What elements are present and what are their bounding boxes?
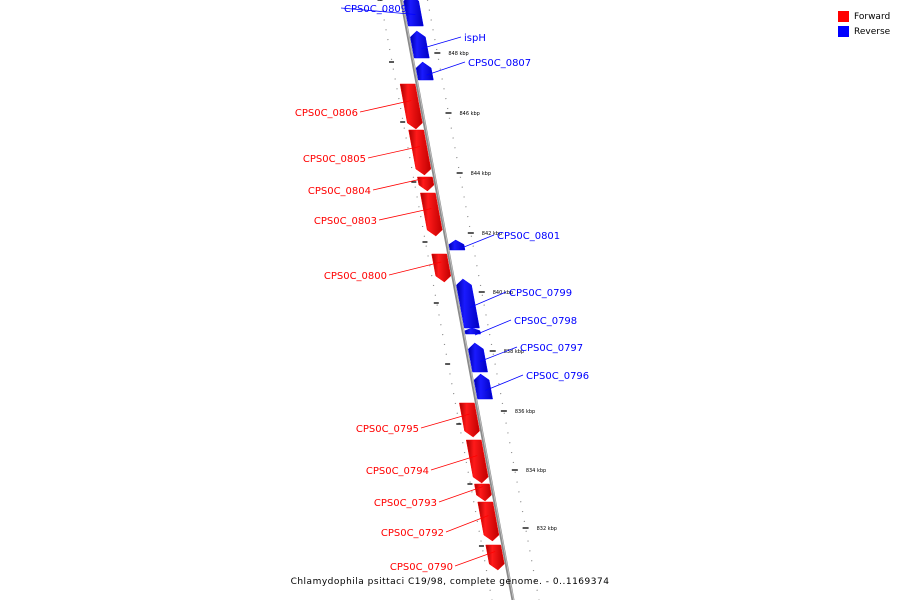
scale-tick-label: 836 kbp bbox=[515, 409, 535, 415]
gene-label-connector bbox=[420, 413, 470, 429]
genome-backbone bbox=[399, 0, 515, 600]
gene-label-connector bbox=[359, 100, 412, 113]
gene-label[interactable]: CPS0C_0800 bbox=[324, 271, 387, 282]
legend: Forward Reverse bbox=[838, 9, 890, 39]
gene-label[interactable]: CPS0C_0806 bbox=[295, 108, 358, 119]
gene-feature[interactable] bbox=[468, 342, 488, 373]
gene-feature[interactable] bbox=[465, 439, 489, 484]
scale-tick-label: 844 kbp bbox=[471, 171, 491, 177]
legend-item-reverse: Reverse bbox=[838, 24, 890, 39]
gene-label-connector bbox=[388, 261, 442, 276]
forward-swatch bbox=[838, 11, 849, 22]
scale-tick-label: 834 kbp bbox=[526, 468, 546, 474]
reverse-swatch bbox=[838, 26, 849, 37]
gene-label[interactable]: CPS0C_0798 bbox=[514, 316, 577, 327]
gene-label-connector bbox=[438, 486, 484, 503]
genome-caption: Chlamydophila psittaci C19/98, complete … bbox=[290, 577, 610, 587]
gene-label-connector bbox=[421, 36, 462, 49]
gene-label[interactable]: CPS0C_0809 bbox=[344, 4, 407, 15]
backbone-line bbox=[399, 0, 515, 600]
gene-label[interactable]: CPS0C_0805 bbox=[303, 154, 366, 165]
gene-label-connector bbox=[367, 146, 420, 159]
gene-labels: CPS0C_0809 ispH CPS0C_0807 CPS0C_0806 CPS0C_… bbox=[295, 4, 589, 573]
gene-feature[interactable] bbox=[448, 239, 466, 251]
gene-feature[interactable] bbox=[464, 327, 481, 335]
gene-label[interactable]: CPS0C_0801 bbox=[497, 231, 560, 242]
gene-feature[interactable] bbox=[431, 253, 452, 283]
legend-label-forward: Forward bbox=[854, 11, 891, 22]
gene-label[interactable]: CPS0C_0792 bbox=[381, 528, 444, 539]
scale-tick-label: 832 kbp bbox=[537, 526, 557, 532]
gene-label-connector bbox=[372, 177, 426, 191]
gene-label-connector bbox=[445, 515, 489, 533]
gene-label-connector bbox=[485, 374, 524, 391]
gene-label-connector bbox=[479, 346, 518, 362]
gene-label[interactable]: ispH bbox=[464, 33, 486, 44]
genes bbox=[399, 0, 505, 571]
gene-feature[interactable] bbox=[415, 61, 434, 81]
gene-label[interactable]: CPS0C_0795 bbox=[356, 424, 419, 435]
gene-feature[interactable] bbox=[403, 0, 424, 27]
gene-label[interactable]: CPS0C_0793 bbox=[374, 498, 437, 509]
gene-label[interactable]: CPS0C_0796 bbox=[526, 371, 589, 382]
gene-feature[interactable] bbox=[408, 129, 432, 176]
scale-tick-label: 848 kbp bbox=[448, 51, 468, 57]
gene-feature[interactable] bbox=[459, 402, 480, 438]
gene-label-connector bbox=[426, 61, 466, 76]
gene-feature[interactable] bbox=[410, 30, 430, 59]
gene-feature[interactable] bbox=[417, 176, 435, 192]
legend-item-forward: Forward bbox=[838, 9, 890, 24]
gene-feature[interactable] bbox=[399, 83, 423, 130]
gene-label[interactable]: CPS0C_0797 bbox=[520, 343, 583, 354]
gene-feature[interactable] bbox=[477, 501, 500, 542]
gene-feature[interactable] bbox=[485, 544, 505, 571]
scale-tick-label: 838 kbp bbox=[504, 349, 524, 355]
gene-label-connector bbox=[458, 234, 495, 250]
backbone-highlight bbox=[401, 0, 514, 600]
gene-feature[interactable] bbox=[420, 192, 443, 237]
gene-label[interactable]: CPS0C_0794 bbox=[366, 466, 429, 477]
dotted-guides bbox=[377, 0, 540, 600]
gene-label[interactable]: CPS0C_0803 bbox=[314, 216, 377, 227]
gene-label[interactable]: CPS0C_0790 bbox=[390, 562, 453, 573]
legend-label-reverse: Reverse bbox=[854, 26, 891, 37]
gene-feature[interactable] bbox=[456, 278, 480, 329]
gene-label-connector bbox=[430, 455, 478, 471]
gene-label-connector bbox=[454, 551, 496, 567]
gene-label[interactable]: CPS0C_0799 bbox=[509, 288, 572, 299]
gene-label-connector bbox=[378, 208, 432, 221]
gene-label[interactable]: CPS0C_0807 bbox=[468, 58, 531, 69]
gene-label-connector bbox=[340, 7, 416, 15]
gene-label-connector bbox=[474, 319, 512, 336]
gene-feature[interactable] bbox=[473, 373, 493, 400]
dotted-guide-left bbox=[379, 0, 493, 600]
scale-tick-label: 846 kbp bbox=[459, 111, 479, 117]
scale-tick-label: 842 kbp bbox=[482, 231, 502, 237]
gene-label-connector bbox=[469, 291, 507, 308]
gene-label[interactable]: CPS0C_0804 bbox=[308, 186, 371, 197]
